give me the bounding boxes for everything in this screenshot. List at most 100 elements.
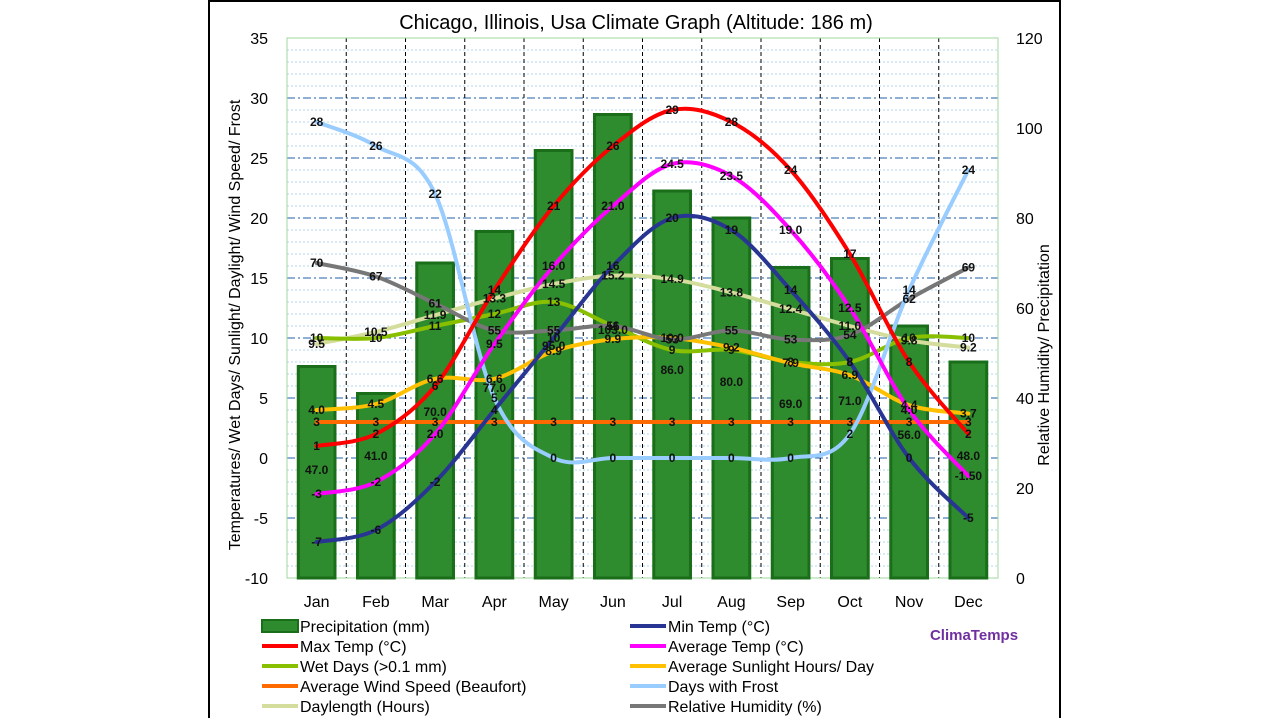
y-right-tick-label: 0: [1016, 571, 1025, 588]
y-right-tick-label: 20: [1016, 481, 1034, 498]
avg-value-label: -3: [311, 487, 322, 501]
humidity-value-label: 53: [784, 333, 798, 347]
wet-value-label: 9: [728, 343, 735, 357]
x-tick-label: Jun: [600, 594, 626, 611]
y-left-tick-label: 5: [259, 391, 268, 408]
daylen-value-label: 9.8: [901, 333, 918, 347]
x-tick-label: Sep: [776, 594, 805, 611]
frost-value-label: 26: [369, 139, 383, 153]
sun-value-label: 9.2: [723, 341, 740, 355]
y-right-tick-label: 120: [1016, 31, 1043, 48]
legend-label: Average Wind Speed (Beaufort): [300, 679, 527, 696]
y-left-tick-label: -10: [245, 571, 268, 588]
avg-value-label: 2.0: [427, 427, 444, 441]
humidity-value-label: 70: [310, 256, 324, 270]
sun-series-line: [314, 335, 971, 416]
frost-value-label: 0: [669, 451, 676, 465]
precipitation-value-label: 70.0: [423, 405, 447, 419]
daylen-value-label: 14.5: [542, 277, 566, 291]
sun-value-label: 3.7: [960, 407, 977, 421]
y-right-tick-label: 60: [1016, 301, 1034, 318]
y-left-tick-label: 30: [250, 91, 268, 108]
sun-value-label: 4.5: [368, 397, 385, 411]
y-right-tick-label: 80: [1016, 211, 1034, 228]
y-left-tick-label: 20: [250, 211, 268, 228]
legend-label: Daylength (Hours): [300, 699, 430, 716]
y-left-tick-label: 0: [259, 451, 268, 468]
humidity-value-label: 54: [843, 328, 857, 342]
wind-value-label: 3: [373, 415, 380, 429]
frost-value-label: 0: [550, 451, 557, 465]
max-value-label: 14: [488, 283, 502, 297]
avg-series-line: [314, 160, 971, 496]
frost-value-label: 22: [428, 187, 442, 201]
legend-label: Average Sunlight Hours/ Day: [668, 659, 874, 676]
humidity-value-label: 69: [962, 261, 976, 275]
min-value-label: -7: [311, 535, 322, 549]
daylen-value-label: 13.3: [483, 291, 507, 305]
daylen-value-label: 10.5: [364, 325, 388, 339]
daylen-value-label: 9.5: [308, 337, 325, 351]
min-value-label: 0: [906, 451, 913, 465]
wind-value-label: 3: [906, 415, 913, 429]
precipitation-bar: [533, 149, 574, 580]
daylen-value-label: 14.9: [660, 272, 684, 286]
avg-value-label: 24.5: [660, 157, 684, 171]
sun-value-label: 6.6: [486, 372, 503, 386]
precipitation-value-label: 80.0: [720, 375, 744, 389]
x-tick-label: Feb: [362, 594, 390, 611]
min-value-label: 16: [606, 259, 620, 273]
wet-value-label: 13: [547, 295, 561, 309]
sun-value-label: 9.9: [605, 332, 622, 346]
avg-value-label: 9.5: [486, 337, 503, 351]
y-right-tick-label: 100: [1016, 121, 1043, 138]
precipitation-value-label: 47.0: [305, 463, 329, 477]
min-series-line: [314, 213, 971, 544]
y-axis-left-title: Temperatures/ Wet Days/ Sunlight/ Daylig…: [227, 99, 244, 550]
legend: Precipitation (mm) Min Temp (°C) Max Temp …: [261, 619, 874, 716]
avg-value-label: 23.5: [720, 169, 744, 183]
precipitation-bar: [652, 189, 692, 580]
humidity-value-label: 55: [488, 324, 502, 338]
x-tick-label: Nov: [895, 594, 923, 611]
max-value-label: 24: [784, 163, 798, 177]
wet-value-label: 11: [429, 319, 442, 333]
precipitation-bar: [711, 216, 752, 580]
sun-value-label: 6.9: [842, 368, 859, 382]
humidity-value-label: 61: [428, 297, 442, 311]
y-left-tick-label: 25: [250, 151, 268, 168]
precipitation-bar: [948, 360, 989, 580]
max-value-label: 8: [906, 355, 913, 369]
legend-label: Min Temp (°C): [668, 619, 770, 636]
min-value-label: 20: [665, 211, 679, 225]
series-lines: [314, 106, 971, 544]
wind-value-label: 3: [610, 415, 617, 429]
daylen-value-label: 11.9: [424, 308, 447, 322]
legend-label: Average Temp (°C): [668, 639, 804, 656]
legend-label: Max Temp (°C): [300, 639, 407, 656]
wind-value-label: 3: [669, 415, 676, 429]
legend-label: Days with Frost: [668, 679, 779, 696]
avg-value-label: 4.0: [901, 403, 918, 417]
daylen-value-label: 13.8: [720, 285, 744, 299]
sun-value-label: 7.9: [782, 356, 799, 370]
daylen-value-label: 9.2: [960, 341, 977, 355]
min-value-label: 14: [784, 283, 798, 297]
wet-value-label: 10: [962, 331, 976, 345]
wind-value-label: 3: [432, 415, 439, 429]
avg-value-label: 16.0: [542, 259, 566, 273]
y-left-tick-label: -5: [254, 511, 268, 528]
precipitation-value-label: 41.0: [364, 449, 388, 463]
legend-label: Wet Days (>0.1 mm): [300, 659, 447, 676]
frost-value-label: 14: [902, 283, 916, 297]
avg-value-label: 19.0: [779, 223, 803, 237]
wind-value-label: 3: [728, 415, 735, 429]
min-value-label: 4: [491, 403, 498, 417]
max-value-label: 1: [313, 439, 320, 453]
sun-value-label: 6.6: [427, 372, 444, 386]
wind-value-label: 3: [491, 415, 498, 429]
max-value-label: 29: [665, 103, 679, 117]
daylen-value-label: 11.0: [839, 319, 862, 333]
legend-label: Precipitation (mm): [300, 619, 430, 636]
